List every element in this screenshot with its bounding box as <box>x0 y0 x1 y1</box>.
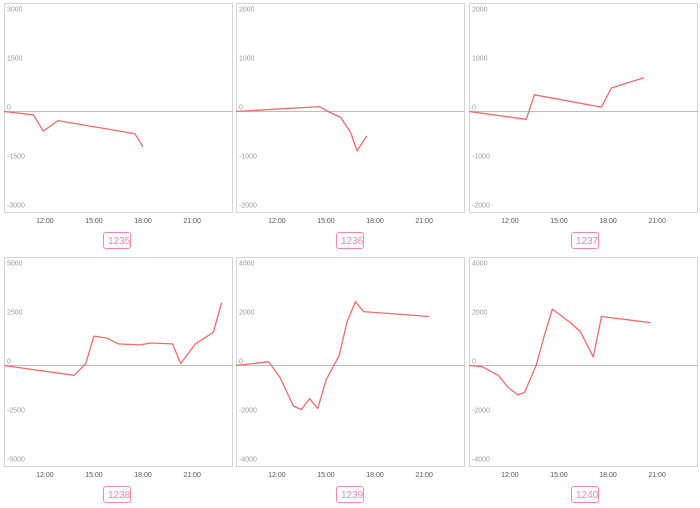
panel-badge-1236[interactable]: 1236 <box>336 232 364 249</box>
y-tick-label: 5000 <box>7 261 23 268</box>
chart-svg: 5000 2500 0 -2500 -5000 12:00 15:00 18:00 21:00 <box>3 257 233 479</box>
chart-svg: 3000 1500 0 -1500 -3000 12:00 15:00 18:00 21:00 <box>3 3 233 225</box>
x-tick-label: 15:00 <box>317 218 335 225</box>
y-tick-label: 0 <box>7 359 11 366</box>
x-tick-label: 15:00 <box>317 472 335 479</box>
chart-panel-1239: 4000 2000 0 -2000 -4000 12:00 15:00 18:00 21:00 <box>235 257 465 479</box>
panel-badge-1238[interactable]: 1238 <box>103 486 131 503</box>
chart-frame <box>236 257 465 467</box>
y-tick-label: -3000 <box>7 203 25 210</box>
x-tick-label: 12:00 <box>501 218 519 225</box>
chart-svg: 4000 2000 0 -2000 -4000 12:00 15:00 18:00 21:00 <box>235 257 465 479</box>
x-tick-label: 12:00 <box>501 472 519 479</box>
x-tick-label: 12:00 <box>36 218 54 225</box>
y-tick-label: -2000 <box>472 408 490 415</box>
y-tick-label: 3000 <box>7 7 23 14</box>
x-tick-label: 15:00 <box>85 472 103 479</box>
y-tick-label: -2000 <box>239 408 257 415</box>
y-tick-label: 2000 <box>239 7 255 14</box>
y-tick-label: 2500 <box>7 310 23 317</box>
chart-frame <box>236 3 465 213</box>
y-tick-label: -2000 <box>239 203 257 210</box>
chart-svg: 2000 1000 0 -1000 -2000 12:00 15:00 18:00 21:00 <box>235 3 465 225</box>
chart-frame <box>469 257 698 467</box>
y-tick-label: 1000 <box>239 56 255 63</box>
x-tick-label: 18:00 <box>599 472 617 479</box>
x-tick-label: 18:00 <box>599 218 617 225</box>
chart-svg: 2000 1000 0 -1000 -2000 12:00 15:00 18:00 21:00 <box>468 3 698 225</box>
y-tick-label: -1500 <box>7 154 25 161</box>
x-tick-label: 21:00 <box>648 218 666 225</box>
y-tick-label: -2500 <box>7 408 25 415</box>
y-tick-label: -5000 <box>7 457 25 464</box>
y-tick-label: -4000 <box>239 457 257 464</box>
panel-badge-1235[interactable]: 1235 <box>103 232 131 249</box>
x-tick-label: 21:00 <box>648 472 666 479</box>
y-tick-label: 2000 <box>472 7 488 14</box>
x-tick-label: 18:00 <box>134 218 152 225</box>
x-tick-label: 21:00 <box>183 472 201 479</box>
x-tick-label: 18:00 <box>366 472 384 479</box>
series-line <box>3 110 144 148</box>
x-tick-label: 12:00 <box>268 218 286 225</box>
x-tick-label: 15:00 <box>550 218 568 225</box>
chart-svg: 4000 2000 0 -2000 -4000 12:00 15:00 18:00 21:00 <box>468 257 698 479</box>
panel-badge-1237[interactable]: 1237 <box>571 232 599 249</box>
chart-frame <box>469 3 698 213</box>
y-tick-label: 2000 <box>472 310 488 317</box>
panel-badge-1239[interactable]: 1239 <box>336 486 364 503</box>
chart-panel-1235: 3000 1500 0 -1500 -3000 12:00 15:00 18:00 21:00 <box>3 3 233 225</box>
series-line <box>3 302 223 376</box>
y-tick-label: 0 <box>472 359 476 366</box>
panel-badge-1240[interactable]: 1240 <box>571 486 599 503</box>
series-line <box>468 77 645 120</box>
x-tick-label: 12:00 <box>268 472 286 479</box>
chart-frame <box>4 257 233 467</box>
y-tick-label: 1500 <box>7 56 23 63</box>
y-tick-label: 1000 <box>472 56 488 63</box>
chart-panel-1237: 2000 1000 0 -1000 -2000 12:00 15:00 18:00 21:00 <box>468 3 698 225</box>
x-tick-label: 21:00 <box>183 218 201 225</box>
y-tick-label: -1000 <box>472 154 490 161</box>
series-line <box>235 105 368 152</box>
x-tick-label: 18:00 <box>134 472 152 479</box>
y-tick-label: -2000 <box>472 203 490 210</box>
chart-panel-1238: 5000 2500 0 -2500 -5000 12:00 15:00 18:00 21:00 <box>3 257 233 479</box>
y-tick-label: 4000 <box>472 261 488 268</box>
chart-panel-1236: 2000 1000 0 -1000 -2000 12:00 15:00 18:00 21:00 <box>235 3 465 225</box>
y-tick-label: 2000 <box>239 310 255 317</box>
x-tick-label: 21:00 <box>415 218 433 225</box>
y-tick-label: -4000 <box>472 457 490 464</box>
chart-panel-1240: 4000 2000 0 -2000 -4000 12:00 15:00 18:00 21:00 <box>468 257 698 479</box>
chart-frame <box>4 3 233 213</box>
y-tick-label: 0 <box>239 105 243 112</box>
y-tick-label: 4000 <box>239 261 255 268</box>
y-tick-label: 0 <box>239 359 243 366</box>
x-tick-label: 15:00 <box>550 472 568 479</box>
series-line <box>468 308 651 396</box>
series-line <box>235 301 430 411</box>
y-tick-label: 0 <box>472 105 476 112</box>
x-tick-label: 12:00 <box>36 472 54 479</box>
x-tick-label: 18:00 <box>366 218 384 225</box>
y-tick-label: -1000 <box>239 154 257 161</box>
y-tick-label: 0 <box>7 105 11 112</box>
x-tick-label: 21:00 <box>415 472 433 479</box>
x-tick-label: 15:00 <box>85 218 103 225</box>
